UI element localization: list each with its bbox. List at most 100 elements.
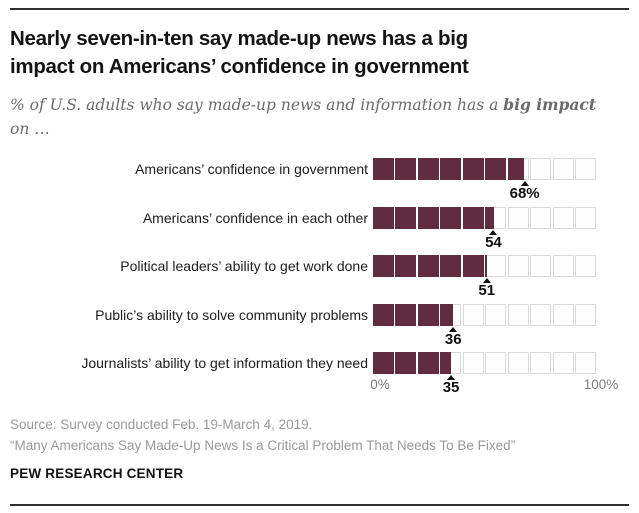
bar-segment — [530, 206, 552, 229]
bar-segment — [440, 158, 462, 180]
bar-segment — [417, 158, 439, 180]
bar-segment — [373, 255, 394, 277]
bar-segment-fill — [462, 206, 484, 229]
bar-segment — [530, 352, 552, 374]
bar-segment — [462, 303, 484, 326]
bar-segment — [395, 158, 417, 180]
bar-segment-fill — [462, 158, 484, 180]
bar-segment-fill — [373, 255, 394, 277]
bar-segment — [462, 158, 484, 180]
bar-segment-fill — [440, 206, 462, 229]
bar-segment-fill — [395, 352, 417, 374]
bar-segment — [575, 206, 597, 229]
bar-segment-fill — [485, 158, 507, 180]
bar-segment — [575, 255, 597, 277]
bar-segment — [575, 158, 597, 180]
chart-subtitle: % of U.S. adults who say made-up news an… — [10, 93, 620, 141]
title-line-1: Nearly seven-in-ten say made-up news has… — [10, 27, 468, 50]
segmented-bar: 51 — [373, 255, 597, 299]
value-marker-arrow — [449, 326, 458, 332]
x-axis-tick-0: 0% — [370, 377, 390, 392]
bar-segment-fill — [373, 352, 394, 374]
bar-segment — [485, 255, 507, 277]
pew-research-center-wordmark: PEW RESEARCH CENTER — [10, 466, 184, 481]
bar-segment — [507, 206, 529, 229]
bar-segment — [552, 352, 574, 374]
value-marker-arrow — [482, 278, 491, 283]
source-note: Source: Survey conducted Feb. 19-March 4… — [10, 415, 620, 456]
bar-segment — [417, 255, 439, 277]
bar-segment-fill — [485, 255, 488, 277]
bar-segment — [373, 158, 394, 180]
chart-row: Public’s ability to solve community prob… — [10, 303, 629, 348]
bar-segment — [485, 158, 507, 180]
bar-segment-fill — [395, 206, 417, 229]
bar-segment — [395, 303, 417, 326]
value-label: 51 — [478, 282, 496, 299]
row-label: Journalists’ ability to get information … — [81, 355, 368, 371]
value-label: 35 — [442, 379, 460, 396]
bar-segment-fill — [395, 255, 417, 277]
bar-segment — [485, 352, 507, 374]
chart-row: Americans’ confidence in each other 54 — [10, 206, 629, 251]
bar-segment-fill — [507, 158, 525, 180]
bar-segment — [462, 352, 484, 374]
bar-segment-fill — [417, 303, 439, 326]
value-marker-arrow — [520, 181, 529, 186]
bar-segment-fill — [395, 158, 417, 180]
bar-segment-fill — [440, 255, 462, 277]
page-title: Nearly seven-in-ten say made-up news has… — [10, 25, 610, 81]
row-label: Political leaders’ ability to get work d… — [120, 258, 368, 274]
value-label: 68% — [509, 185, 540, 202]
bar-segment-fill — [373, 158, 394, 180]
bar-segment — [575, 303, 597, 326]
bar-segment — [462, 255, 484, 277]
bar-segment — [552, 255, 574, 277]
bar-segment — [507, 158, 529, 180]
bar-segment — [440, 206, 462, 229]
bar-segment-fill — [417, 352, 439, 374]
subtitle-prefix: % of U.S. adults who say made-up news an… — [10, 96, 504, 114]
chart-row: Political leaders’ ability to get work d… — [10, 255, 629, 299]
chart-row: Americans’ confidence in government 68% — [10, 158, 629, 202]
segmented-bar: 36 — [373, 303, 597, 348]
title-line-2: impact on Americans’ confidence in gover… — [10, 55, 469, 78]
bar-segment — [552, 303, 574, 326]
value-marker-arrow — [447, 375, 456, 380]
segmented-bar: 68% — [373, 158, 597, 202]
source-line-2: “Many Americans Say Made-Up News Is a Cr… — [10, 437, 516, 453]
bar-segment-fill — [417, 158, 439, 180]
row-label: Public’s ability to solve community prob… — [95, 306, 368, 323]
bar-segment — [552, 158, 574, 180]
value-label: 36 — [444, 330, 462, 348]
bar-segment-fill — [440, 158, 462, 180]
bar-segment — [440, 255, 462, 277]
bar-segment — [440, 303, 462, 326]
bar-segment — [575, 352, 597, 374]
bar-segment-fill — [373, 206, 394, 229]
bar-segment-fill — [440, 303, 453, 326]
chart: 0% 100% Americans’ confidence in governm… — [10, 158, 629, 398]
bar-segment-fill — [440, 352, 451, 374]
row-label: Americans’ confidence in each other — [142, 209, 368, 226]
bar-segment — [440, 352, 462, 374]
bar-segment — [462, 206, 484, 229]
bar-segment-fill — [462, 255, 484, 277]
bar-segment-fill — [395, 303, 417, 326]
bar-segment — [395, 352, 417, 374]
bar-segment — [485, 303, 507, 326]
bar-segment — [373, 206, 394, 229]
x-axis-tick-100: 100% — [583, 377, 619, 392]
bar-segment — [530, 158, 552, 180]
chart-row: Journalists’ ability to get information … — [10, 352, 629, 396]
subtitle-line-2: on … — [10, 120, 50, 138]
row-label: Americans’ confidence in government — [135, 161, 368, 177]
bar-segment-fill — [417, 255, 439, 277]
value-marker-arrow — [489, 229, 498, 235]
bar-segment — [395, 255, 417, 277]
bar-segment — [417, 303, 439, 326]
bottom-rule — [10, 504, 629, 506]
bar-segment-fill — [485, 206, 494, 229]
x-axis: 0% 100% — [370, 377, 618, 393]
